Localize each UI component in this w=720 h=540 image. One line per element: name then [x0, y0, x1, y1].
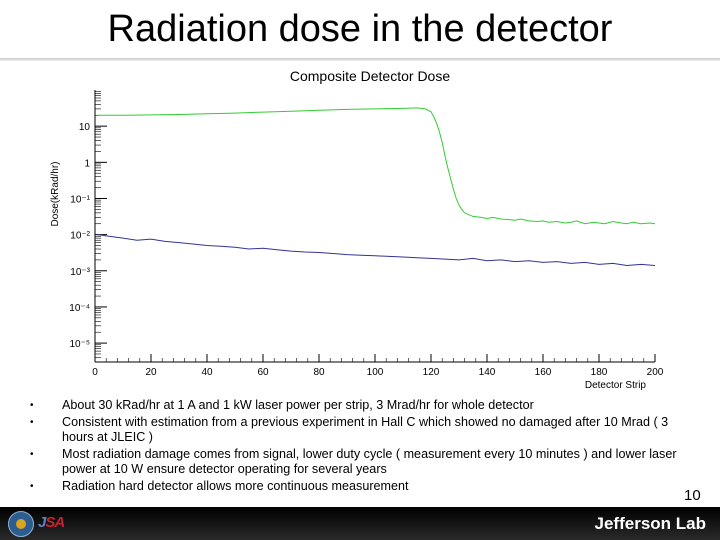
- bullet-item: • About 30 kRad/hr at 1 A and 1 kW laser …: [30, 398, 534, 412]
- y-tick-label: 10⁻¹: [70, 194, 90, 205]
- x-tick-label: 200: [647, 367, 664, 378]
- bullet-dot-icon: •: [30, 481, 34, 492]
- chart-axes: 0 20 40 60 80 100 120 140 160 180 200 10 1 10⁻¹ 10⁻² 10…: [69, 90, 664, 378]
- bullet-item: • Radiation hard detector allows more con…: [30, 479, 409, 493]
- x-tick-label: 80: [313, 367, 325, 378]
- bullet-dot-icon: •: [30, 417, 34, 428]
- y-tick-label: 10⁻⁴: [69, 303, 90, 314]
- x-tick-label: 160: [535, 367, 552, 378]
- x-axis-label: Detector Strip: [585, 380, 647, 391]
- x-tick-label: 60: [257, 367, 269, 378]
- chart-title: Composite Detector Dose: [290, 68, 451, 84]
- x-tick-label: 20: [145, 367, 157, 378]
- y-tick-label: 10⁻³: [70, 267, 90, 278]
- y-tick-label: 10⁻²: [70, 231, 90, 242]
- dose-chart: Composite Detector Dose Dose(kRad/hr) De…: [50, 68, 664, 391]
- bullet-list: • About 30 kRad/hr at 1 A and 1 kW laser …: [30, 398, 700, 496]
- jsa-logo: JSA: [38, 514, 65, 531]
- series-line-1: [97, 234, 656, 267]
- y-tick-label: 10⁻⁵: [69, 339, 90, 350]
- x-tick-label: 140: [479, 367, 496, 378]
- bullet-item: • Consistent with estimation from a previ…: [30, 415, 669, 444]
- slide-title: Radiation dose in the detector: [107, 8, 613, 50]
- title-divider: [0, 58, 720, 61]
- y-tick-label: 1: [84, 158, 90, 169]
- x-tick-label: 40: [201, 367, 213, 378]
- y-tick-label: 10: [79, 122, 91, 133]
- x-tick-label: 180: [591, 367, 608, 378]
- x-tick-label: 100: [367, 367, 384, 378]
- bullet-item: • Most radiation damage comes from signal…: [30, 447, 677, 476]
- doe-seal-icon: [8, 511, 34, 537]
- page-number: 10: [684, 487, 701, 504]
- jefferson-lab-logo: Jefferson Lab: [594, 514, 706, 533]
- x-tick-label: 0: [92, 367, 98, 378]
- x-tick-label: 120: [423, 367, 440, 378]
- bullet-dot-icon: •: [30, 449, 34, 460]
- footer-bar: JSA Jefferson Lab: [0, 507, 720, 540]
- bullet-dot-icon: •: [30, 400, 34, 411]
- series-line-0: [97, 107, 656, 225]
- y-axis-label: Dose(kRad/hr): [50, 161, 61, 226]
- chart-series: [97, 107, 656, 267]
